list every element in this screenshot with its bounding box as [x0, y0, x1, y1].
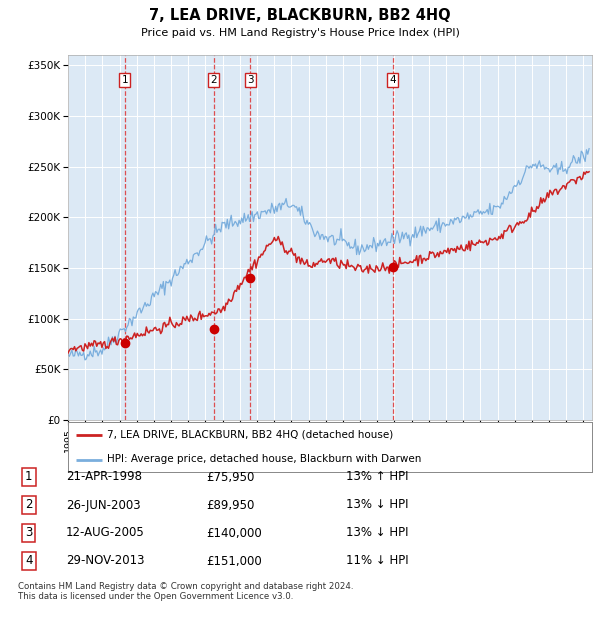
Text: 26-JUN-2003: 26-JUN-2003 — [66, 498, 140, 511]
Text: 3: 3 — [25, 526, 32, 539]
Text: 13% ↑ HPI: 13% ↑ HPI — [346, 471, 409, 484]
Text: 4: 4 — [25, 554, 32, 567]
Text: 13% ↓ HPI: 13% ↓ HPI — [346, 498, 409, 511]
Text: 1: 1 — [121, 75, 128, 86]
Text: 21-APR-1998: 21-APR-1998 — [66, 471, 142, 484]
Text: 3: 3 — [247, 75, 254, 86]
Text: 4: 4 — [389, 75, 396, 86]
Text: £140,000: £140,000 — [206, 526, 262, 539]
Text: 29-NOV-2013: 29-NOV-2013 — [66, 554, 145, 567]
Text: 12-AUG-2005: 12-AUG-2005 — [66, 526, 145, 539]
Text: £89,950: £89,950 — [206, 498, 254, 511]
Text: £75,950: £75,950 — [206, 471, 254, 484]
Text: £151,000: £151,000 — [206, 554, 262, 567]
Text: 2: 2 — [25, 498, 32, 511]
Text: 13% ↓ HPI: 13% ↓ HPI — [346, 526, 409, 539]
Text: HPI: Average price, detached house, Blackburn with Darwen: HPI: Average price, detached house, Blac… — [107, 454, 422, 464]
Text: 7, LEA DRIVE, BLACKBURN, BB2 4HQ: 7, LEA DRIVE, BLACKBURN, BB2 4HQ — [149, 8, 451, 23]
Text: 11% ↓ HPI: 11% ↓ HPI — [346, 554, 409, 567]
Text: Contains HM Land Registry data © Crown copyright and database right 2024.
This d: Contains HM Land Registry data © Crown c… — [18, 582, 353, 601]
Text: 7, LEA DRIVE, BLACKBURN, BB2 4HQ (detached house): 7, LEA DRIVE, BLACKBURN, BB2 4HQ (detach… — [107, 430, 394, 440]
Text: 2: 2 — [211, 75, 217, 86]
Text: Price paid vs. HM Land Registry's House Price Index (HPI): Price paid vs. HM Land Registry's House … — [140, 28, 460, 38]
Text: 1: 1 — [25, 471, 32, 484]
